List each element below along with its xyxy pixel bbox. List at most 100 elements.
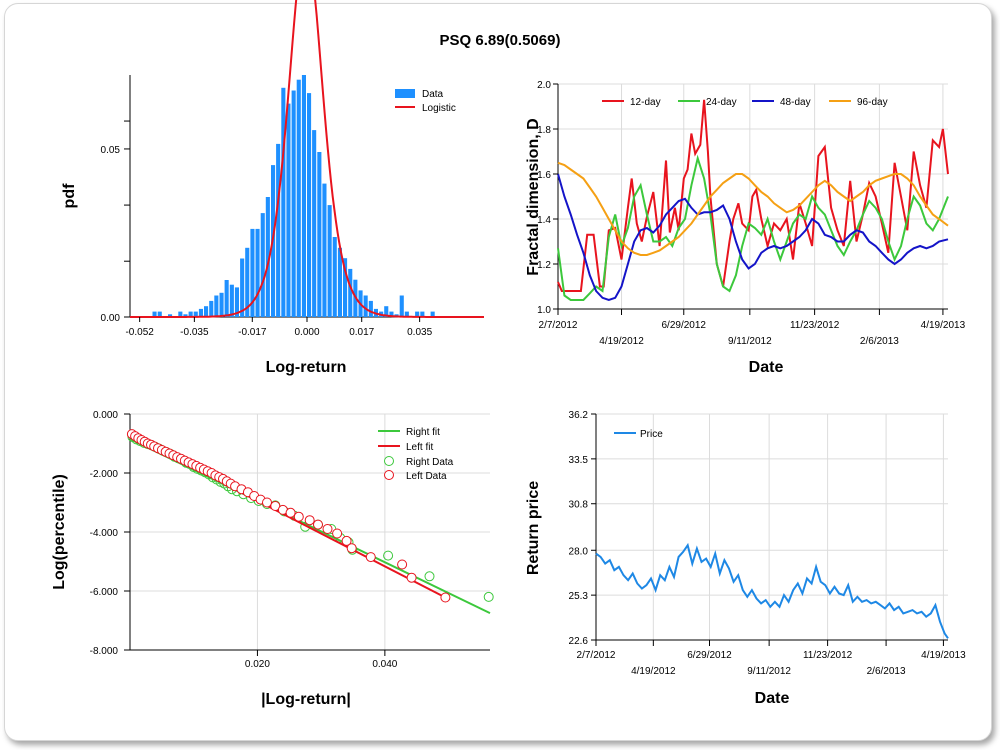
left-data-point bbox=[313, 519, 323, 530]
histogram-bar bbox=[204, 306, 209, 317]
histogram-panel: -0.052 -0.035 -0.017 0.000 0.017 0.035 0.00 0.0… bbox=[61, 0, 484, 376]
series-line-12-day bbox=[557, 99, 949, 292]
y-tick-label: 30.8 bbox=[569, 500, 589, 511]
price-panel: 36.2 33.5 30.8 28.0 25.3 22.6 2/7/2012 6/29/201… bbox=[525, 410, 966, 707]
x-tick-label: 9/11/2012 bbox=[728, 336, 772, 347]
histogram-bar bbox=[312, 130, 317, 317]
histogram-bar bbox=[245, 247, 250, 317]
x-tick-label: 6/29/2012 bbox=[687, 650, 732, 661]
histogram-bar bbox=[260, 213, 265, 317]
histogram-bar bbox=[420, 311, 425, 317]
x-axis-label: Date bbox=[755, 690, 790, 707]
histogram-bar bbox=[183, 314, 188, 317]
x-tick-label: -0.052 bbox=[125, 327, 154, 338]
histogram-bar bbox=[415, 311, 420, 317]
legend-swatch-right-data bbox=[384, 456, 394, 466]
x-tick-label: 11/23/2012 bbox=[790, 320, 840, 331]
legend: 12-day 24-day 48-day 96-day bbox=[602, 97, 888, 108]
x-tick-label: 0.040 bbox=[372, 659, 397, 670]
left-data-point bbox=[397, 559, 408, 570]
legend-swatch-left-data bbox=[384, 470, 394, 480]
histogram-bar bbox=[224, 280, 229, 317]
y-tick-label: 1.8 bbox=[537, 125, 551, 136]
price-line bbox=[595, 542, 949, 639]
left-data-point bbox=[440, 592, 451, 603]
histogram-bar bbox=[178, 311, 183, 317]
y-tick-label: 22.6 bbox=[569, 636, 589, 647]
y-tick-label: 28.0 bbox=[569, 546, 589, 557]
histogram-bar bbox=[157, 311, 162, 317]
histogram-bar bbox=[363, 295, 368, 317]
axis-ticks: 36.2 33.5 30.8 28.0 25.3 22.6 2/7/2012 6/29/201… bbox=[569, 410, 967, 677]
histogram-bar bbox=[234, 287, 239, 317]
x-tick-label: 9/11/2012 bbox=[747, 666, 791, 677]
histogram-bar bbox=[322, 183, 327, 317]
histogram-bar bbox=[281, 87, 286, 317]
legend: Right fit Left fit Right Data Left Data bbox=[378, 427, 454, 482]
x-axis-label: Date bbox=[749, 359, 784, 376]
histogram-bar bbox=[255, 228, 260, 317]
left-data-point bbox=[332, 528, 343, 539]
logistic-fit-line bbox=[130, 0, 484, 318]
right-data-point bbox=[383, 550, 394, 561]
y-axis-label: Fractal dimension, D bbox=[525, 118, 542, 275]
histogram-bar bbox=[276, 143, 281, 317]
histogram-bar bbox=[337, 247, 342, 317]
series-line-96-day bbox=[557, 161, 949, 256]
legend-label-logistic: Logistic bbox=[422, 103, 456, 114]
histogram-bar bbox=[296, 79, 301, 317]
left-data-point bbox=[406, 572, 417, 583]
histogram-bar bbox=[301, 75, 306, 317]
histogram-bar bbox=[291, 90, 296, 317]
x-axis-label: Log-return bbox=[266, 359, 347, 376]
y-axis-label: pdf bbox=[61, 183, 78, 209]
legend-label-right-fit: Right fit bbox=[406, 427, 440, 438]
histogram-bar bbox=[348, 268, 353, 317]
y-tick-label: -6.000 bbox=[90, 587, 119, 598]
right-data-point bbox=[424, 571, 435, 582]
histogram-bar bbox=[430, 311, 435, 317]
y-tick-label: 0.000 bbox=[93, 410, 118, 421]
x-tick-label: -0.017 bbox=[238, 327, 267, 338]
histogram-bar bbox=[327, 205, 332, 317]
axis-ticks: 0.000 -2.000 -4.000 -6.000 -8.000 0.020 0.040 bbox=[90, 410, 398, 670]
y-tick-label: 0.00 bbox=[101, 313, 121, 324]
histogram-bar bbox=[286, 103, 291, 317]
histogram-bar bbox=[193, 311, 198, 317]
x-axis-label: |Log-return| bbox=[261, 691, 351, 708]
gridlines bbox=[130, 413, 490, 651]
y-tick-label: -4.000 bbox=[90, 528, 119, 539]
x-tick-label: 4/19/2013 bbox=[921, 650, 966, 661]
axis-ticks: 1.0 1.2 1.4 1.6 1.8 2.0 2/7/2012 6/29/2012 11/23… bbox=[537, 80, 966, 347]
x-tick-label: 4/19/2012 bbox=[599, 336, 644, 347]
legend-label-left-fit: Left fit bbox=[406, 442, 433, 453]
histogram-bar bbox=[384, 306, 389, 317]
series-line-48-day bbox=[557, 173, 949, 302]
y-tick-label: 25.3 bbox=[569, 591, 589, 602]
legend-label-data: Data bbox=[422, 89, 444, 100]
y-tick-label: 2.0 bbox=[537, 80, 551, 91]
page-title: PSQ 6.89(0.5069) bbox=[439, 32, 561, 49]
fractal-panel: 1.0 1.2 1.4 1.6 1.8 2.0 2/7/2012 6/29/2012 11/23… bbox=[525, 80, 966, 376]
y-tick-label: 0.05 bbox=[101, 145, 121, 156]
x-tick-label: 4/19/2012 bbox=[631, 666, 676, 677]
histogram-bar bbox=[152, 311, 157, 317]
legend: Price bbox=[614, 429, 663, 440]
legend-label-24-day: 24-day bbox=[706, 97, 737, 108]
x-tick-label: 0.017 bbox=[349, 327, 374, 338]
histogram-bar bbox=[250, 228, 255, 317]
histogram-bar bbox=[265, 197, 270, 317]
histogram-bar bbox=[198, 308, 203, 317]
histogram-bars bbox=[152, 75, 435, 317]
histogram-bar bbox=[399, 295, 404, 317]
left-data-point bbox=[285, 507, 296, 518]
y-axis-label: Log(percentile) bbox=[51, 474, 68, 590]
y-axis-label: Return price bbox=[525, 481, 542, 575]
legend-label-96-day: 96-day bbox=[857, 97, 888, 108]
x-tick-label: 0.020 bbox=[245, 659, 270, 670]
x-tick-label: 4/19/2013 bbox=[921, 320, 966, 331]
histogram-bar bbox=[389, 311, 394, 317]
y-tick-label: 1.2 bbox=[537, 260, 551, 271]
y-tick-label: 1.4 bbox=[537, 215, 551, 226]
